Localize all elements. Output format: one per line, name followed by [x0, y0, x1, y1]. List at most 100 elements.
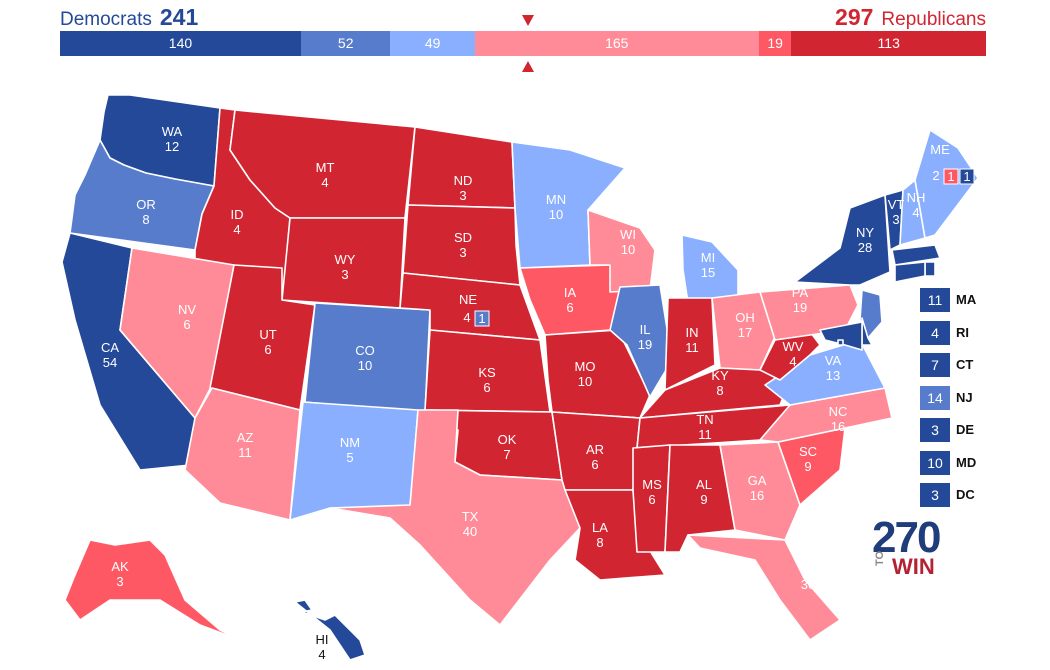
- state-ev-wv: 4: [789, 354, 796, 369]
- state-label-ar: AR: [586, 442, 604, 457]
- state-md[interactable]: [819, 321, 863, 351]
- state-ev-ga: 16: [750, 488, 764, 503]
- state-label-tn: TN: [696, 412, 713, 427]
- state-label-ms: MS: [642, 477, 662, 492]
- democrats-label: Democrats: [60, 9, 152, 30]
- state-ms[interactable]: [632, 444, 671, 553]
- state-il[interactable]: [609, 284, 673, 398]
- state-label-nh: NH: [907, 190, 926, 205]
- state-ev-va: 13: [826, 368, 840, 383]
- state-ev-ak: 3: [116, 574, 123, 589]
- state-ev-ok: 7: [503, 447, 510, 462]
- republicans-electoral-votes: 297: [835, 4, 874, 30]
- logo-number: 270: [872, 513, 941, 562]
- state-label-al: AL: [696, 477, 712, 492]
- republicans-label: Republicans: [881, 9, 986, 30]
- state-ma[interactable]: [891, 244, 941, 266]
- state-ev-al: 9: [700, 492, 707, 507]
- state-fl[interactable]: [687, 534, 841, 641]
- state-label-wy: WY: [335, 252, 356, 267]
- state-ev-wa: 12: [165, 139, 179, 154]
- state-ev-oh: 17: [738, 325, 752, 340]
- state-ev-hi: 4: [318, 647, 325, 662]
- state-ev-in: 11: [685, 340, 699, 355]
- state-ct[interactable]: [894, 261, 926, 283]
- state-label-nc: NC: [829, 404, 848, 419]
- state-ny[interactable]: [794, 194, 891, 286]
- ne-district-box[interactable]: [474, 310, 490, 327]
- state-label-ok: OK: [498, 432, 517, 447]
- me-statewide-ev: 2: [932, 168, 939, 183]
- small-state-abbr: DE: [956, 422, 975, 437]
- small-state-ev[interactable]: 3: [920, 418, 950, 442]
- state-pa[interactable]: [759, 284, 859, 341]
- state-label-ny: NY: [856, 225, 874, 240]
- state-ev-sc: 9: [804, 459, 811, 474]
- state-ev-mn: 10: [549, 207, 563, 222]
- state-label-id: ID: [231, 207, 244, 222]
- 270-marker-top-icon: [522, 15, 534, 26]
- small-state-ev[interactable]: 3: [920, 483, 950, 507]
- state-sd[interactable]: [402, 204, 521, 286]
- state-label-in: IN: [686, 325, 699, 340]
- state-ev-pa: 19: [793, 300, 807, 315]
- state-label-la: LA: [592, 520, 608, 535]
- bar-segment-lean_r[interactable]: 165: [474, 31, 759, 56]
- state-ak[interactable]: [64, 539, 241, 641]
- state-label-sd: SD: [454, 230, 472, 245]
- me-district-1-box[interactable]: [959, 168, 975, 185]
- bar-segment-safe_r[interactable]: 113: [791, 31, 986, 56]
- electoral-vote-bar: 140 52 49 165 19 113: [60, 31, 986, 56]
- state-label-oh: OH: [735, 310, 755, 325]
- state-label-nd: ND: [454, 173, 473, 188]
- 270towin-logo: 270 TO WIN: [872, 516, 952, 586]
- state-ev-mi: 15: [701, 265, 715, 280]
- state-label-mo: MO: [575, 359, 596, 374]
- small-state-ev[interactable]: 7: [920, 353, 950, 377]
- bar-segment-safe_d[interactable]: 140: [60, 31, 301, 56]
- state-label-fl: FL: [800, 562, 815, 577]
- bar-segment-lean_d[interactable]: 49: [390, 31, 475, 56]
- bar-segment-likely_d[interactable]: 52: [300, 31, 391, 56]
- state-nm[interactable]: [289, 401, 419, 521]
- state-ev-wi: 10: [621, 242, 635, 257]
- me-district-2-box[interactable]: [943, 168, 959, 185]
- state-label-wi: WI: [620, 227, 636, 242]
- state-label-nv: NV: [178, 302, 196, 317]
- small-state-ev[interactable]: 14: [920, 385, 950, 410]
- small-state-ev[interactable]: 10: [920, 450, 950, 475]
- ne-district-ev: 1: [478, 311, 485, 326]
- state-ev-la: 8: [596, 535, 603, 550]
- state-oh[interactable]: [711, 291, 779, 371]
- state-ev-sd: 3: [459, 245, 466, 260]
- small-state-abbr: MA: [956, 292, 977, 307]
- state-ev-nv: 6: [183, 317, 190, 332]
- state-ri[interactable]: [924, 261, 936, 277]
- state-label-mn: MN: [546, 192, 566, 207]
- state-az[interactable]: [184, 387, 301, 521]
- small-state-abbr: MD: [956, 454, 977, 470]
- democrats-electoral-votes: 241: [159, 4, 199, 30]
- state-dc[interactable]: [837, 339, 844, 346]
- me-district-1-ev: 1: [963, 169, 970, 184]
- me-district-2-ev: 1: [947, 169, 954, 184]
- state-label-vt: VT: [888, 197, 905, 212]
- state-in[interactable]: [664, 297, 716, 391]
- state-tx[interactable]: [329, 409, 581, 626]
- state-ga[interactable]: [719, 441, 801, 541]
- small-state-ev[interactable]: 4: [920, 320, 950, 345]
- state-label-mi: MI: [701, 250, 715, 265]
- state-label-wa: WA: [162, 124, 183, 139]
- state-ev-ms: 6: [648, 492, 655, 507]
- state-label-wv: WV: [783, 339, 804, 354]
- bar-segment-likely_r[interactable]: 19: [758, 31, 792, 56]
- state-nj[interactable]: [859, 289, 883, 339]
- state-label-or: OR: [136, 197, 156, 212]
- small-state-ev[interactable]: 11: [920, 288, 950, 312]
- state-label-pa: PA: [792, 285, 809, 300]
- state-label-nm: NM: [340, 435, 360, 450]
- state-label-mt: MT: [316, 160, 335, 175]
- state-label-va: VA: [825, 353, 842, 368]
- state-ev-mt: 4: [321, 175, 328, 190]
- state-hi[interactable]: [294, 599, 366, 661]
